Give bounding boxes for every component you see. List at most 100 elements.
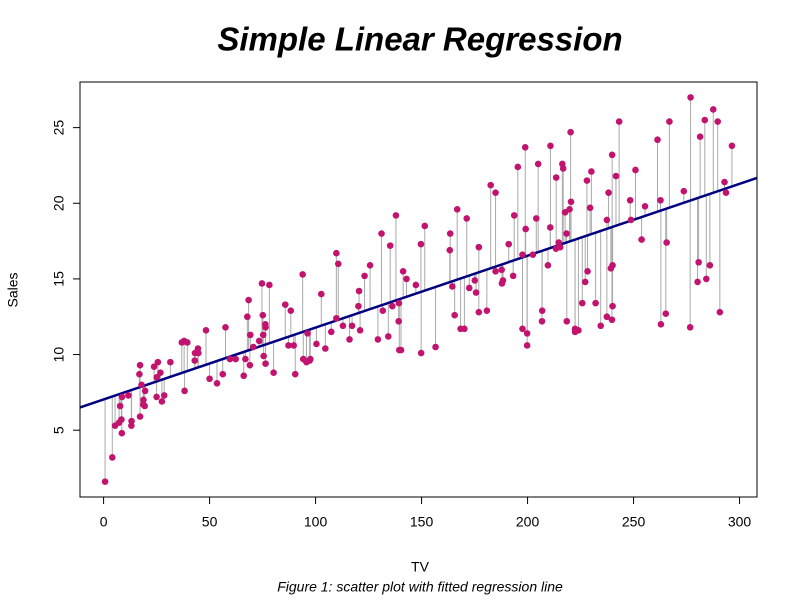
- point: [461, 325, 468, 333]
- x-tick-label: 50: [202, 514, 218, 530]
- point: [714, 118, 722, 125]
- point: [584, 268, 591, 275]
- point: [150, 363, 158, 370]
- y-tick-label: 5: [51, 426, 67, 434]
- point: [334, 260, 342, 268]
- point: [563, 230, 570, 237]
- x-tick-label: 250: [622, 514, 646, 530]
- point: [111, 422, 119, 429]
- point: [522, 225, 529, 233]
- point: [449, 283, 456, 290]
- point: [592, 299, 599, 307]
- point: [270, 369, 277, 377]
- point: [607, 265, 615, 272]
- point: [333, 249, 340, 257]
- point: [662, 310, 670, 318]
- point: [716, 308, 724, 316]
- point: [262, 360, 269, 367]
- point: [657, 320, 665, 328]
- point: [534, 160, 542, 168]
- regression-line: [80, 176, 757, 409]
- point: [529, 251, 537, 259]
- point: [638, 236, 645, 243]
- point: [355, 302, 362, 310]
- point: [244, 313, 251, 321]
- point: [158, 398, 166, 405]
- point: [291, 370, 299, 378]
- y-axis-label: Sales: [5, 272, 21, 307]
- point: [663, 239, 670, 246]
- chart-title: Simple Linear Regression: [217, 21, 622, 58]
- point: [475, 243, 483, 251]
- point: [475, 308, 483, 316]
- point: [118, 429, 126, 437]
- point: [213, 379, 221, 387]
- point: [399, 268, 407, 275]
- point: [523, 330, 531, 337]
- point: [446, 230, 454, 237]
- point: [498, 266, 506, 274]
- point: [136, 413, 144, 420]
- point: [246, 361, 254, 369]
- point: [519, 251, 526, 259]
- point: [492, 189, 499, 196]
- point: [492, 268, 499, 275]
- point: [356, 327, 364, 334]
- x-axis-label: TV: [411, 559, 430, 575]
- x-tick-label: 300: [728, 514, 752, 530]
- point: [626, 196, 634, 204]
- x-tick-label: 150: [410, 514, 434, 530]
- point: [333, 314, 340, 322]
- point: [605, 189, 612, 196]
- point: [386, 242, 394, 249]
- point: [191, 357, 199, 364]
- point: [318, 290, 325, 298]
- point: [519, 325, 526, 333]
- y-tick-label: 20: [51, 195, 67, 211]
- point: [696, 133, 704, 141]
- point: [552, 174, 560, 181]
- point: [578, 299, 586, 307]
- point: [339, 322, 347, 330]
- point: [686, 324, 694, 331]
- point: [136, 370, 143, 378]
- point: [128, 422, 135, 429]
- point: [417, 349, 425, 357]
- point: [281, 301, 289, 308]
- caption: Figure 1: scatter plot with fitted regre…: [277, 579, 563, 595]
- point: [136, 361, 144, 369]
- point: [355, 287, 363, 295]
- point: [567, 198, 575, 206]
- point: [472, 289, 480, 296]
- point: [374, 336, 382, 343]
- point: [395, 317, 402, 325]
- plot-frame: [79, 81, 758, 498]
- point: [246, 331, 254, 339]
- point: [603, 313, 611, 321]
- point: [322, 345, 329, 352]
- point: [722, 189, 730, 196]
- point: [597, 322, 605, 330]
- point: [421, 222, 429, 230]
- point: [389, 302, 396, 310]
- point: [608, 151, 616, 159]
- point: [299, 271, 306, 278]
- point: [348, 322, 356, 330]
- point: [609, 302, 616, 310]
- point: [417, 240, 425, 248]
- point: [222, 324, 229, 331]
- point: [384, 333, 392, 340]
- point: [290, 342, 298, 349]
- point: [483, 307, 491, 314]
- point: [240, 372, 248, 380]
- point: [226, 355, 234, 363]
- point: [680, 187, 688, 195]
- point: [556, 243, 564, 251]
- point: [259, 331, 267, 339]
- point: [366, 261, 374, 269]
- point: [266, 281, 273, 289]
- point: [532, 215, 540, 222]
- point: [395, 299, 403, 307]
- point: [654, 136, 661, 144]
- point: [160, 392, 168, 399]
